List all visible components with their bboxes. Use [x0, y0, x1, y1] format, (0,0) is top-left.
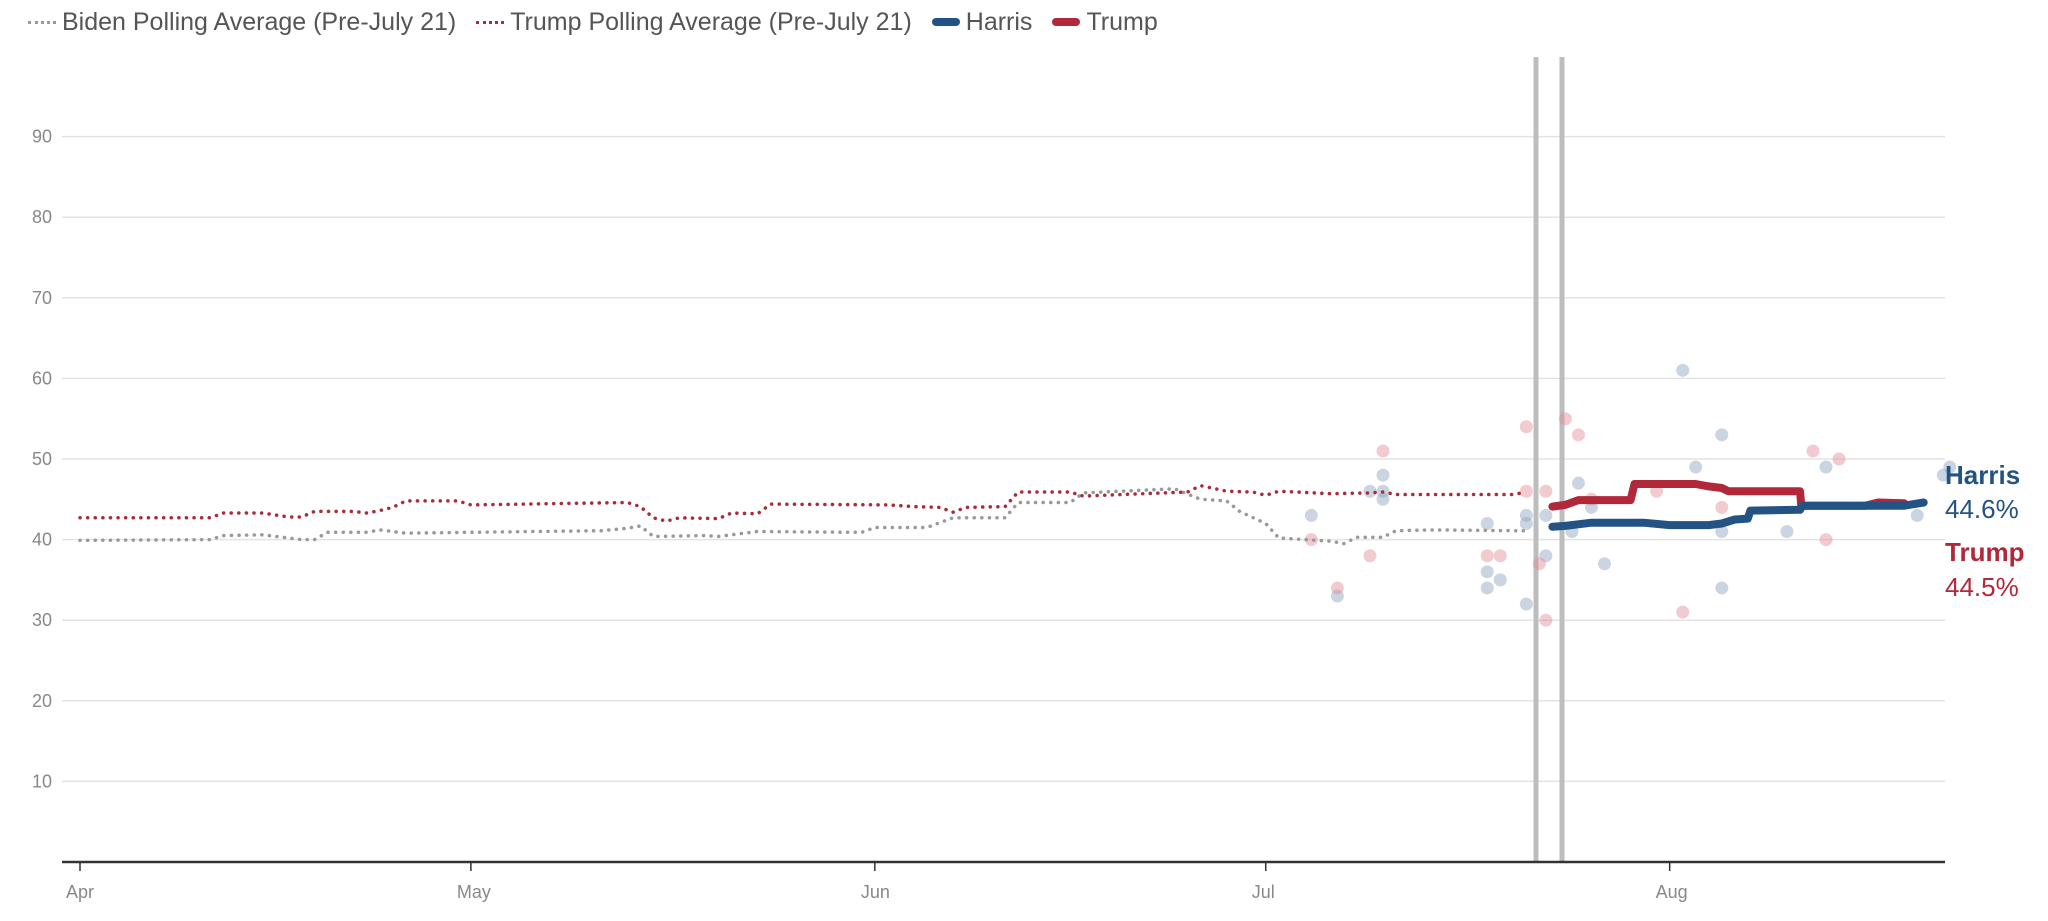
poll-point-harris	[1598, 557, 1612, 571]
legend-item-trump-average[interactable]: Trump Polling Average (Pre-July 21)	[476, 8, 912, 37]
poll-point-trump	[1539, 484, 1553, 498]
poll-point-harris	[1936, 468, 1950, 482]
series-line-biden-polling-average-pre-july-21	[78, 487, 1529, 546]
poll-point-harris	[1584, 500, 1598, 514]
poll-point-trump	[1330, 581, 1344, 595]
x-tick-label: Jul	[1252, 882, 1275, 902]
x-tick-label: May	[457, 882, 491, 902]
poll-point-harris	[1519, 597, 1533, 611]
poll-point-harris	[1304, 508, 1318, 522]
poll-point-trump	[1676, 605, 1690, 619]
poll-point-harris	[1330, 589, 1344, 603]
poll-point-harris	[1780, 525, 1794, 539]
x-axis: Apr May Jun Jul Aug	[62, 860, 1945, 902]
end-labels: Harris 44.6% Trump 44.5%	[1945, 460, 2024, 602]
poll-point-trump	[1832, 452, 1846, 466]
y-tick-label: 10	[32, 771, 52, 791]
poll-point-harris	[1376, 468, 1390, 482]
series-line-trump-polling-average-pre-july-21	[78, 483, 1529, 523]
legend-item-harris[interactable]: Harris	[931, 7, 1033, 37]
poll-point-trump	[1493, 549, 1507, 563]
poll-point-harris	[1676, 363, 1690, 377]
poll-point-harris	[1519, 516, 1533, 530]
end-label-harris-name: Harris	[1945, 460, 2020, 490]
x-tick-label: Apr	[66, 882, 94, 902]
legend-label: Biden Polling Average (Pre-July 21)	[62, 7, 457, 36]
legend-label: Trump	[1086, 7, 1158, 36]
poll-point-trump	[1571, 428, 1585, 442]
y-tick-label: 40	[32, 530, 52, 550]
y-tick-label: 70	[32, 288, 52, 308]
poll-point-harris	[1715, 525, 1729, 539]
x-tick-label: Jun	[861, 882, 890, 902]
series-line-harris	[1548, 498, 1928, 531]
y-tick-label: 60	[32, 368, 52, 388]
poll-point-harris	[1539, 549, 1553, 563]
series-lines	[78, 480, 1928, 546]
chart-legend: Biden Polling Average (Pre-July 21) Trum…	[28, 4, 1158, 40]
poll-point-harris	[1571, 476, 1585, 490]
poll-point-trump	[1480, 549, 1494, 563]
poll-point-trump	[1715, 500, 1729, 514]
end-label-harris-value: 44.6%	[1945, 494, 2019, 524]
legend-label: Harris	[965, 7, 1033, 36]
poll-point-harris	[1519, 508, 1533, 522]
legend-label: Trump Polling Average (Pre-July 21)	[510, 7, 912, 36]
poll-point-harris	[1715, 581, 1729, 595]
poll-point-harris	[1715, 428, 1729, 442]
poll-point-harris	[1480, 581, 1494, 595]
poll-point-harris	[1943, 460, 1957, 474]
poll-point-trump	[1539, 613, 1553, 627]
poll-point-harris	[1480, 516, 1494, 530]
poll-point-trump	[1376, 444, 1390, 458]
x-tick-label: Aug	[1656, 882, 1688, 902]
poll-point-trump	[1519, 420, 1533, 434]
poll-point-harris	[1819, 460, 1833, 474]
poll-point-trump	[1806, 444, 1820, 458]
poll-point-harris	[1493, 573, 1507, 587]
poll-point-trump	[1558, 412, 1572, 426]
legend-item-trump[interactable]: Trump	[1052, 7, 1158, 37]
end-label-trump-name: Trump	[1945, 537, 2024, 567]
vertical-markers	[1533, 57, 1565, 862]
poll-point-trump	[1304, 533, 1318, 547]
dotted-line-swatch-icon	[28, 20, 56, 24]
poll-point-trump	[1532, 557, 1546, 571]
poll-point-trump	[1819, 533, 1833, 547]
poll-point-harris	[1539, 508, 1553, 522]
solid-line-swatch-icon	[931, 18, 960, 26]
solid-line-swatch-icon	[1052, 18, 1081, 26]
y-tick-label: 20	[32, 691, 52, 711]
poll-point-harris	[1376, 492, 1390, 506]
y-tick-label: 90	[32, 127, 52, 147]
gridlines	[62, 135, 1945, 783]
y-axis-ticks: 10 20 30 40 50 60 70 80 90	[32, 127, 52, 792]
poll-point-harris	[1689, 460, 1703, 474]
poll-point-trump	[1519, 484, 1533, 498]
poll-point-harris	[1910, 508, 1924, 522]
poll-point-harris	[1480, 565, 1494, 579]
poll-point-trump	[1363, 549, 1377, 563]
end-label-trump-value: 44.5%	[1945, 572, 2019, 602]
legend-item-biden-average[interactable]: Biden Polling Average (Pre-July 21)	[28, 8, 456, 37]
y-tick-label: 50	[32, 449, 52, 469]
y-tick-label: 30	[32, 610, 52, 630]
poll-points	[1304, 363, 1957, 627]
y-tick-label: 80	[32, 207, 52, 227]
dotted-line-swatch-icon	[476, 20, 505, 24]
